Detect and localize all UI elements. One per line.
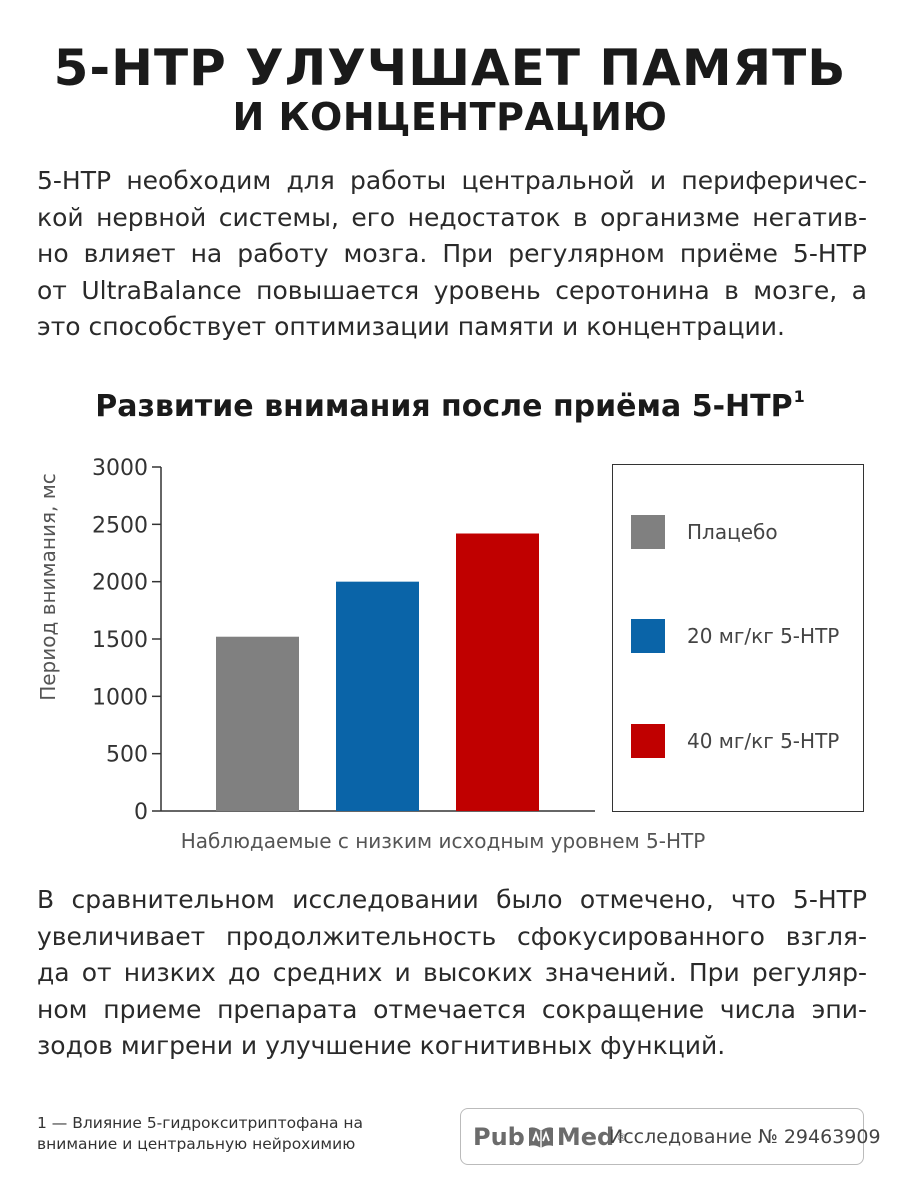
y-tick-label: 1500	[92, 628, 148, 653]
bar-3	[456, 533, 539, 811]
pubmed-book-icon	[526, 1122, 556, 1152]
conclusion-line: зодов мигрени и улучшение когнитивных фу…	[37, 1031, 726, 1060]
chart-title-text: Развитие внимания после приёма 5-HTP	[95, 389, 793, 424]
legend-label-placebo: Плацебо	[687, 520, 778, 544]
footnote-line: 1 — Влияние 5-гидрокситриптофана на	[37, 1114, 364, 1132]
source-badge: Pub Med ® Исследование № 29463909	[460, 1108, 881, 1165]
y-tick-label: 0	[134, 800, 148, 825]
chart-title: Развитие внимания после приёма 5-HTP1	[0, 376, 900, 428]
y-tick-label: 500	[106, 743, 148, 768]
y-tick-label: 2500	[92, 513, 148, 538]
intro-line: это способствует оптимизации памяти и ко…	[37, 312, 785, 341]
intro-paragraph: 5-HTP необходим для работы центральной и…	[37, 163, 867, 346]
y-axis-label: Период внимания, мс	[36, 473, 60, 701]
legend-swatch-placebo	[631, 515, 665, 549]
conclusion-line: В сравнительном исследовании было отмече…	[37, 885, 867, 914]
y-tick-label: 2000	[92, 571, 148, 596]
page-title: 5-HTP УЛУЧШАЕТ ПАМЯТЬ	[53, 39, 847, 97]
chart-legend: Плацебо 20 мг/кг 5-HTP 40 мг/кг 5-HTP	[612, 464, 864, 812]
legend-swatch-20mg	[631, 619, 665, 653]
page-subtitle: И КОНЦЕНТРАЦИЮ	[232, 95, 668, 139]
footnote-mark: 1	[793, 387, 805, 406]
legend-swatch-40mg	[631, 724, 665, 758]
legend-item-40mg: 40 мг/кг 5-HTP	[631, 724, 839, 758]
y-tick-label: 3000	[92, 456, 148, 481]
footnote: 1 — Влияние 5-гидрокситриптофана на вним…	[37, 1113, 363, 1155]
conclusion-paragraph: В сравнительном исследовании было отмече…	[37, 882, 867, 1065]
legend-item-placebo: Плацебо	[631, 515, 778, 549]
footnote-line: внимание и центральную нейрохимию	[37, 1135, 356, 1153]
legend-item-20mg: 20 мг/кг 5-HTP	[631, 619, 839, 653]
conclusion-line: ном приеме препарата отмечается сокращен…	[37, 994, 867, 1024]
bar-1	[216, 636, 299, 811]
pubmed-logo: Pub Med ®	[473, 1118, 627, 1156]
pubmed-logo-pub: Pub	[473, 1123, 525, 1151]
conclusion-line: да от низких до средних и высоких значен…	[37, 958, 867, 987]
intro-line: кой нервной системы, его недостаток в ор…	[37, 202, 867, 232]
legend-label-40mg: 40 мг/кг 5-HTP	[687, 729, 840, 753]
intro-line: 5-HTP необходим для работы центральной и…	[37, 166, 867, 195]
study-reference: Исследование № 29463909	[609, 1125, 881, 1148]
registered-mark: ®	[616, 1130, 628, 1144]
intro-line: но влияет на работу мозга. При регулярно…	[37, 239, 867, 268]
pubmed-logo-med: Med	[556, 1123, 615, 1151]
intro-line: от UltraBalance повышается уровень серот…	[37, 275, 867, 305]
y-tick-label: 1000	[92, 685, 148, 710]
legend-label-20mg: 20 мг/кг 5-HTP	[687, 624, 840, 648]
x-axis-label: Наблюдаемые с низким исходным уровнем 5-…	[181, 829, 706, 853]
conclusion-line: увеличивает продолжительность сфокусиров…	[37, 921, 867, 951]
bar-2	[336, 581, 419, 811]
